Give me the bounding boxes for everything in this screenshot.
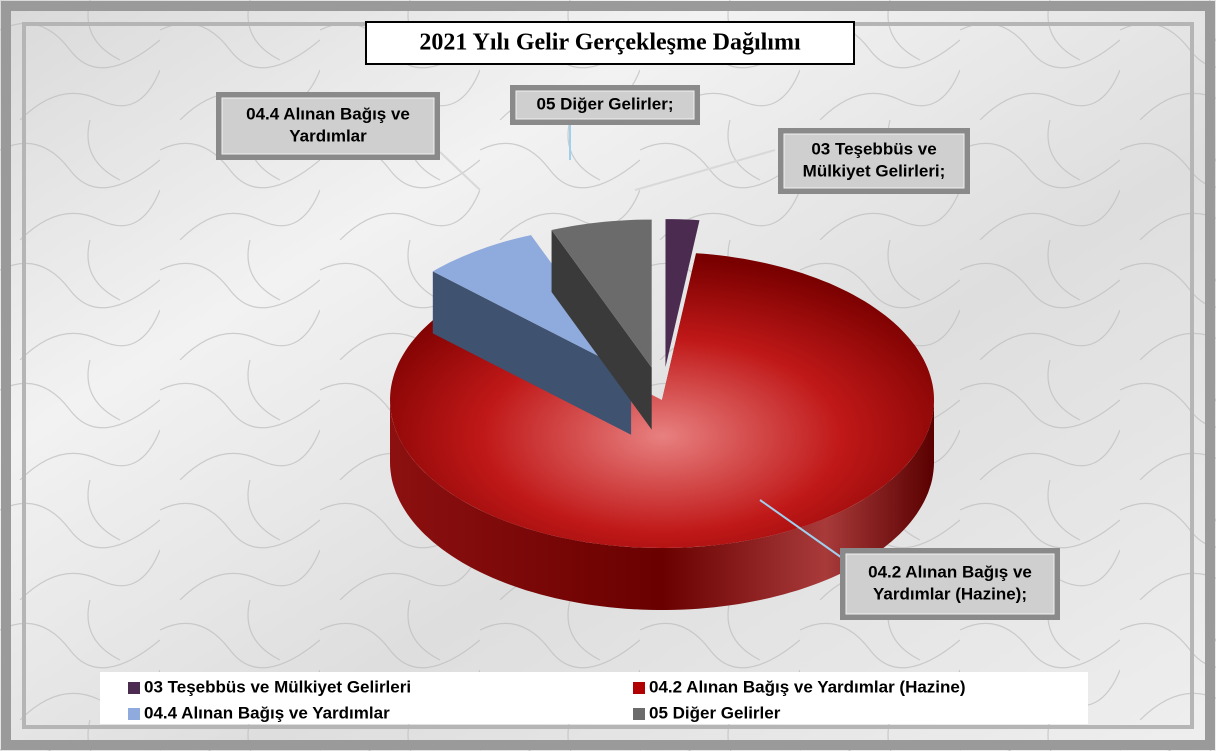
- data-label: 04.2 Alınan Bağış ve: [868, 562, 1032, 581]
- leader-line: [759, 499, 846, 561]
- title-box: [365, 21, 855, 65]
- slice-top: [551, 219, 652, 368]
- legend-label: 03 Teşebbüs ve Mülkiyet Gelirleri: [144, 677, 411, 696]
- legend-swatch: [128, 708, 140, 720]
- chart-title: 2021 Yılı Gelir Gerçekleşme Dağılımı: [419, 30, 801, 56]
- pie-slice: [665, 219, 700, 368]
- label-box: [221, 97, 435, 155]
- legend-label: 04.2 Alınan Bağış ve Yardımlar (Hazine): [649, 677, 966, 696]
- slice-cut: [432, 271, 632, 435]
- slice-top: [665, 219, 700, 368]
- legend-swatch: [633, 682, 645, 694]
- label-box: [515, 90, 695, 120]
- legend-label: 04.4 Alınan Bağış ve Yardımlar: [144, 703, 390, 722]
- label-box: [783, 133, 965, 189]
- label-box: [845, 553, 1055, 615]
- pie-slice: [432, 235, 632, 435]
- legend-label: 05 Diğer Gelirler: [649, 703, 781, 722]
- data-label: 03 Teşebbüs ve: [811, 139, 936, 158]
- legend-swatch: [128, 682, 140, 694]
- legend-swatch: [633, 708, 645, 720]
- slice-side: [390, 400, 934, 610]
- leader-line: [634, 149, 776, 191]
- slice-cut: [551, 229, 652, 430]
- data-label: Yardımlar: [289, 126, 367, 145]
- data-label: Yardımlar (Hazine);: [873, 584, 1027, 603]
- pie-slice: [551, 219, 652, 430]
- pie-slice: [390, 253, 934, 610]
- slice-top: [432, 235, 632, 373]
- leader-line: [439, 151, 481, 191]
- legend-box: [100, 672, 1088, 724]
- data-label: 05 Diğer Gelirler;: [536, 94, 673, 113]
- data-label: Mülkiyet Gelirleri;: [803, 161, 946, 180]
- data-label: 04.4 Alınan Bağış ve: [246, 104, 410, 123]
- slice-top: [390, 253, 934, 548]
